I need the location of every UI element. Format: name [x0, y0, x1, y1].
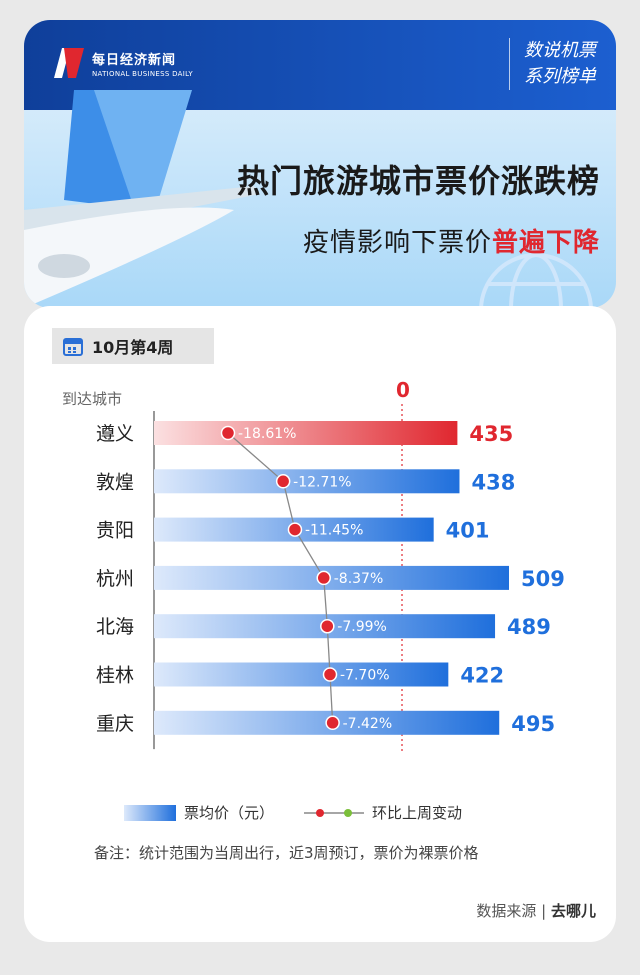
price-value-label: 422: [460, 664, 504, 688]
subtitle-text: 疫情影响下票价: [302, 228, 492, 258]
legend-line-swatch: [304, 808, 365, 817]
brand-logo: 每日经济新闻 NATIONAL BUSINESS DAILY: [52, 46, 193, 80]
change-value-label: -7.70%: [340, 668, 390, 684]
change-value-label: -18.61%: [238, 426, 296, 442]
price-bar: [154, 469, 460, 494]
price-value-label: 435: [469, 422, 513, 446]
series-line-2: 系列榜单: [524, 66, 596, 87]
airplane-icon: [24, 90, 260, 308]
logo-en: NATIONAL BUSINESS DAILY: [92, 69, 193, 78]
change-point: [220, 425, 236, 441]
category-label: 杭州: [96, 568, 134, 590]
calendar-icon: [63, 338, 83, 356]
subtitle-highlight: 普遍下降: [491, 228, 600, 258]
zero-label: 0: [396, 378, 410, 402]
week-tag: 10月第4周: [52, 328, 214, 364]
source-name: 去哪儿: [550, 902, 596, 920]
legend: 票均价（元） 环比上周变动: [124, 802, 462, 823]
data-source: 数据来源 | 去哪儿: [476, 902, 596, 920]
category-label: 北海: [96, 616, 134, 638]
globe-icon: [479, 253, 593, 308]
category-label: 贵阳: [96, 520, 134, 542]
page-title: 热门旅游城市票价涨跌榜: [236, 162, 600, 200]
change-value-label: -7.99%: [337, 619, 387, 635]
change-value-label: -7.42%: [343, 716, 393, 732]
change-point: [316, 570, 331, 586]
logo-mark-icon: [52, 46, 86, 80]
chart-panel: 10月第4周 到达城市 0 遵义 435 敦煌 438 贵阳 401 杭州 509 北海 489 桂…: [24, 306, 616, 942]
series-line-1: 数说机票: [524, 40, 596, 61]
change-value-label: -12.71%: [293, 474, 351, 490]
city-column-header: 到达城市: [62, 390, 123, 408]
week-label: 10月第4周: [92, 338, 174, 357]
change-point: [325, 715, 340, 731]
source-label: 数据来源: [476, 902, 537, 920]
legend-line-label: 环比上周变动: [372, 804, 463, 822]
change-point: [287, 522, 303, 537]
footnote: 备注：统计范围为当周出行，近3周预订，票价为裸票价格: [94, 844, 479, 862]
price-value-label: 401: [446, 519, 490, 543]
change-value-label: -8.37%: [334, 571, 384, 587]
price-bar: [154, 662, 449, 687]
category-label: 桂林: [96, 665, 134, 687]
change-value-label: -11.45%: [305, 523, 363, 539]
change-point: [322, 667, 338, 682]
series-tag: 数说机票 系列榜单: [509, 38, 596, 90]
change-point: [320, 618, 335, 634]
header-banner: 每日经济新闻 NATIONAL BUSINESS DAILY 数说机票 系列榜单…: [24, 20, 616, 308]
category-label: 遵义: [96, 423, 134, 445]
category-label: 敦煌: [96, 471, 134, 493]
price-value-label: 495: [511, 712, 555, 736]
legend-bar-swatch: [124, 804, 176, 821]
price-value-label: 509: [521, 567, 565, 591]
page-subtitle: 疫情影响下票价普遍下降: [303, 222, 600, 259]
price-value-label: 438: [471, 470, 515, 494]
legend-bar-label: 票均价（元）: [184, 804, 275, 822]
price-bar: [154, 421, 458, 445]
price-value-label: 489: [507, 615, 551, 639]
logo-cn: 每日经济新闻: [92, 52, 177, 68]
price-bar: [154, 565, 509, 590]
category-label: 重庆: [96, 713, 134, 735]
change-point: [275, 474, 291, 489]
bar-chart: 遵义 435 敦煌 438 贵阳 401 杭州 509 北海 489 桂林 422 重庆 495 -18.6…: [96, 404, 565, 752]
